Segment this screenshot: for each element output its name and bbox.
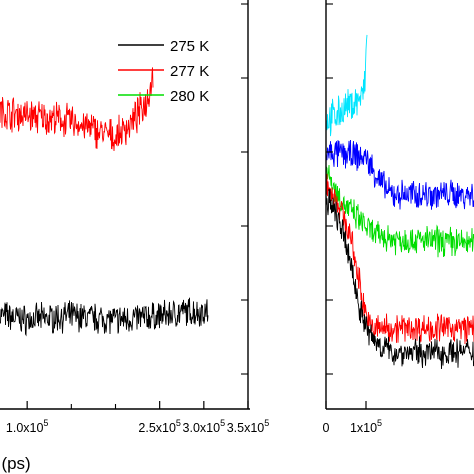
- x-tick-labels-left: 1.0x105 2.5x105 3.0x105 3.5x105: [6, 418, 269, 435]
- series-layer-left: [0, 67, 209, 337]
- y-ticks-left: [241, 3, 248, 375]
- x-tick-label-left-1: 2.5x105: [138, 418, 181, 435]
- x-tick-labels-right: 0 1x105: [323, 418, 383, 435]
- legend-entry-277k: 277 K: [118, 63, 209, 80]
- x-tick-label-right-1: 1x105: [350, 418, 382, 435]
- legend-label-275k: 275 K: [170, 38, 209, 55]
- x-ticks-left: [26, 401, 249, 409]
- legend-entry-280k: 280 K: [118, 88, 209, 105]
- series-layer-right: [325, 34, 474, 369]
- series-line-right-0: [325, 34, 368, 137]
- x-tick-label-left-0: 1.0x105: [6, 418, 49, 435]
- legend-label-280k: 280 K: [170, 88, 209, 105]
- series-line-right-3: [325, 173, 474, 344]
- series-line-left-0: [0, 297, 209, 337]
- x-tick-label-left-2: 3.0x105: [183, 418, 226, 435]
- chart-panel-left: 1.0x105 2.5x105 3.0x105 3.5x105 275 K 277 K…: [0, 0, 269, 473]
- series-line-right-4: [325, 188, 474, 369]
- chart-panel-right: 0 1x105: [323, 0, 474, 435]
- x-tick-label-left-3: 3.5x105: [227, 418, 270, 435]
- series-line-right-1: [325, 140, 474, 210]
- series-line-left-1: [0, 67, 154, 152]
- legend: 275 K 277 K 280 K: [118, 38, 209, 105]
- legend-label-277k: 277 K: [170, 63, 209, 80]
- series-line-right-2: [325, 164, 474, 258]
- x-ticks-right: [325, 401, 367, 409]
- y-ticks-right: [326, 3, 333, 375]
- legend-entry-275k: 275 K: [118, 38, 209, 55]
- x-axis-title-left: t (ps): [0, 454, 31, 473]
- x-tick-label-right-0: 0: [323, 421, 330, 435]
